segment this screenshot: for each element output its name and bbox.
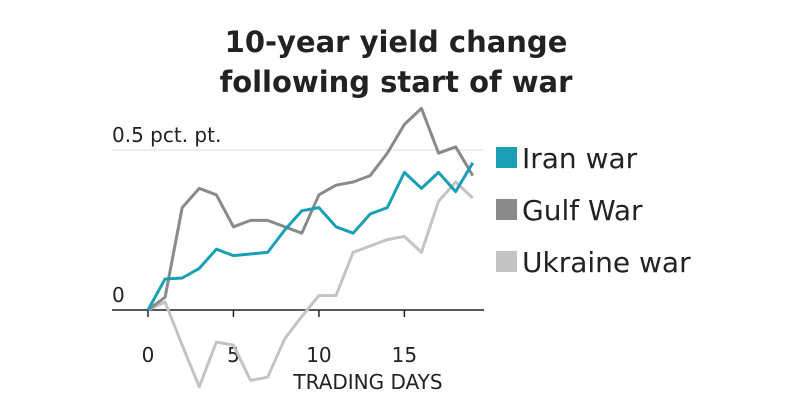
series-line [147, 106, 475, 312]
x-tick-label: 0 [142, 343, 155, 367]
chart-title: 10-year yield change following start of … [219, 25, 573, 99]
y-tick-label: 0.5 pct. pt. [112, 123, 221, 147]
legend-swatch [496, 199, 517, 220]
x-tick-label: 10 [306, 343, 331, 367]
legend-swatch [496, 251, 517, 272]
legend-swatch [496, 147, 517, 168]
series-line [146, 162, 475, 311]
legend-label: Ukraine war [522, 246, 691, 279]
legend-label: Gulf War [522, 194, 643, 227]
legend-label: Iran war [522, 142, 638, 175]
x-tick-label: 15 [392, 343, 417, 367]
x-axis-label: TRADING DAYS [292, 370, 442, 394]
y-tick-label: 0 [112, 283, 125, 307]
series-line [147, 180, 474, 389]
